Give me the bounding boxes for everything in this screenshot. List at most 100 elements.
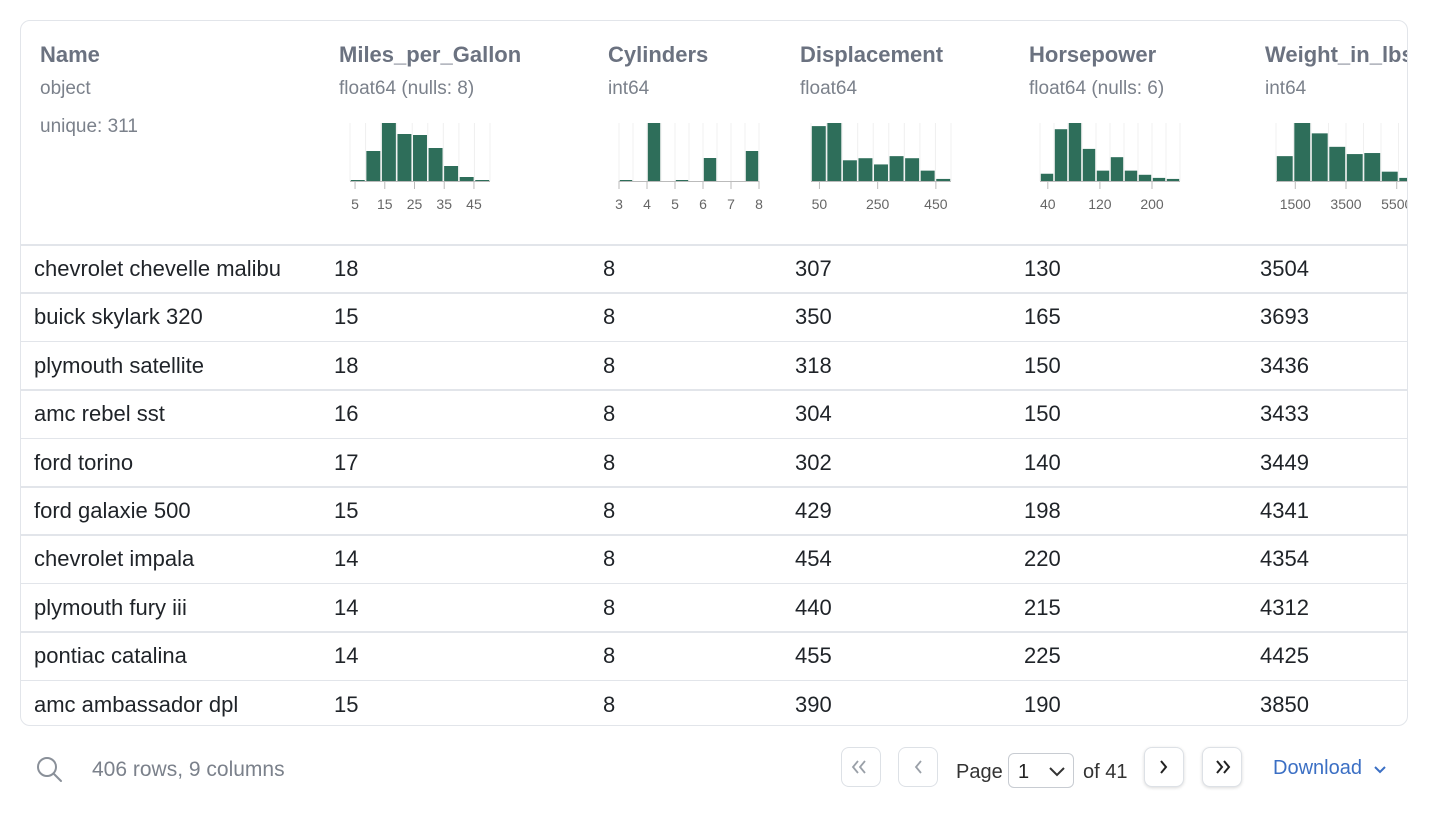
download-button[interactable]: Download <box>1273 758 1388 778</box>
table-summary: 406 rows, 9 columns <box>92 758 285 781</box>
histogram-bar <box>1399 177 1407 181</box>
search-icon[interactable] <box>34 754 64 784</box>
row-separator <box>21 679 1407 682</box>
histogram: 50 250 450 <box>810 123 952 212</box>
histogram-bar <box>1124 170 1138 181</box>
table-cell: 15 <box>334 304 359 330</box>
tick-label: 5 <box>351 196 359 212</box>
histogram-bar <box>811 126 826 181</box>
histogram-bar <box>874 164 888 181</box>
page-total: of 41 <box>1083 761 1128 783</box>
table-cell: 16 <box>334 401 359 427</box>
table-cell: 4425 <box>1260 643 1309 669</box>
column-name: Miles_per_Gallon <box>339 42 522 67</box>
column-name: Weight_in_lbs <box>1265 42 1408 67</box>
table-cell: 3850 <box>1260 691 1309 717</box>
row-separator <box>21 631 1407 633</box>
histogram-bar <box>1068 123 1082 181</box>
column-name: Displacement <box>800 42 944 67</box>
histogram: 3 4 5 6 7 8 <box>615 123 763 212</box>
column-dtype: object <box>40 78 91 99</box>
page-select[interactable]: 1 <box>1008 753 1074 788</box>
column-dtype: int64 <box>608 78 650 99</box>
tick-label: 120 <box>1088 196 1112 212</box>
histogram: 40 120 200 <box>1039 123 1181 212</box>
tick-label: 15 <box>377 196 393 212</box>
next-page-button[interactable] <box>1144 747 1184 787</box>
tick-label: 1500 <box>1280 196 1311 212</box>
histogram-bar <box>397 134 412 181</box>
tick-label: 5 <box>671 196 679 212</box>
header-separator <box>21 244 1407 246</box>
table-cell: 198 <box>1024 498 1061 523</box>
table-cell: 8 <box>603 643 616 669</box>
row-separator <box>21 340 1407 343</box>
histogram-bar <box>459 177 474 181</box>
tick-label: 3 <box>615 196 623 212</box>
table-cell: 8 <box>603 546 616 572</box>
tick-label: 25 <box>407 196 423 212</box>
column-dtype: int64 <box>1265 78 1307 99</box>
table-cell: 350 <box>795 304 832 330</box>
histogram-bar <box>1329 146 1346 181</box>
histogram-bar <box>1054 129 1068 181</box>
histogram-bar <box>675 180 689 181</box>
table-cell: 307 <box>795 256 832 281</box>
row-separator <box>21 437 1407 440</box>
table-cell: 455 <box>795 643 832 669</box>
histogram-bar <box>647 123 661 181</box>
first-page-button[interactable] <box>841 747 881 787</box>
row-separator <box>21 582 1407 585</box>
table-cell: 165 <box>1024 304 1061 330</box>
table-cell: 4312 <box>1260 594 1309 620</box>
page-label: Page <box>956 761 1003 783</box>
histogram-bar <box>1346 154 1363 181</box>
previous-page-button[interactable] <box>898 747 938 787</box>
tick-label: 4 <box>643 196 651 212</box>
histogram-bar <box>366 151 381 181</box>
table-cell: chevrolet chevelle malibu <box>34 256 282 281</box>
table-cell: ford torino <box>34 449 134 475</box>
last-page-button[interactable] <box>1202 747 1242 787</box>
row-separator <box>21 389 1407 391</box>
column-name: Cylinders <box>608 42 709 67</box>
tick-label: 8 <box>755 196 763 212</box>
table-cell: plymouth fury iii <box>34 594 187 620</box>
column-summary: unique: 311 <box>40 116 138 137</box>
table-cell: 150 <box>1024 352 1061 378</box>
histogram-bar <box>1311 133 1328 181</box>
table-cell: 8 <box>603 352 616 378</box>
histogram-bar <box>745 151 759 181</box>
download-label[interactable]: Download <box>1273 757 1362 779</box>
table-cell: 14 <box>334 594 359 620</box>
histogram-bar <box>428 148 443 181</box>
row-separator <box>21 486 1407 488</box>
table-cell: 215 <box>1024 594 1061 620</box>
histogram: 1500 3500 5500 <box>1275 123 1408 212</box>
tick-label: 3500 <box>1330 196 1361 212</box>
histogram-bar <box>858 158 873 181</box>
histogram-bar <box>1138 174 1152 181</box>
table-cell: 18 <box>334 256 359 281</box>
histogram-bar <box>1110 157 1124 181</box>
column-dtype: float64 (nulls: 6) <box>1029 78 1165 99</box>
table-cell: 190 <box>1024 691 1061 717</box>
row-separator <box>21 534 1407 536</box>
histogram-bar <box>905 158 920 181</box>
tick-label: 5500 <box>1381 196 1408 212</box>
table-cell: 3433 <box>1260 401 1309 427</box>
table-cell: 8 <box>603 256 616 281</box>
tick-label: 7 <box>727 196 735 212</box>
tick-label: 45 <box>466 196 482 212</box>
tick-label: 200 <box>1140 196 1164 212</box>
column-name: Horsepower <box>1029 42 1157 67</box>
table-cell: 304 <box>795 401 832 427</box>
histogram-bar <box>1294 123 1311 181</box>
table-cell: 3436 <box>1260 352 1309 378</box>
column-dtype: float64 <box>800 78 858 99</box>
histogram-bar <box>1152 177 1166 181</box>
histogram-bar <box>1040 173 1054 181</box>
table-cell: 429 <box>795 498 832 523</box>
table-cell: 225 <box>1024 643 1061 669</box>
